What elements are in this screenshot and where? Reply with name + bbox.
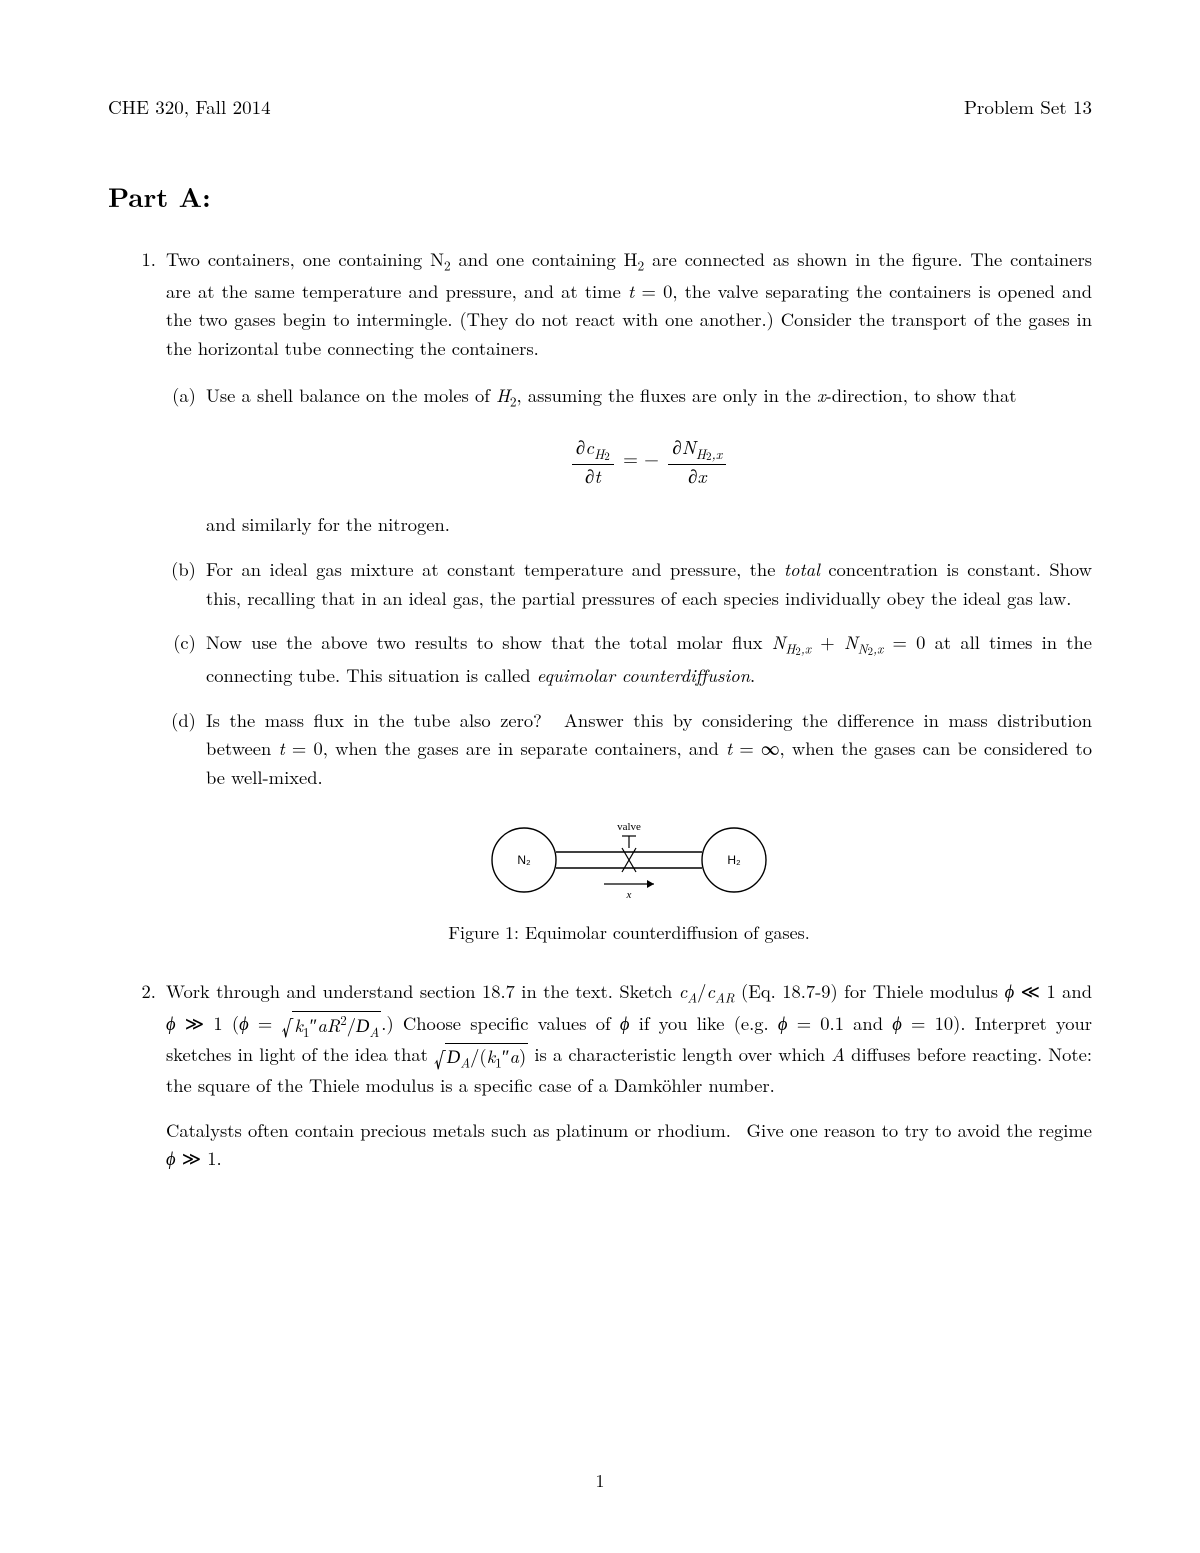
problem-1d: Is the mass flux in the tube also zero? …: [202, 706, 1092, 792]
page-header: CHE 320, Fall 2014 Problem Set 13: [108, 92, 1092, 121]
problem-1a-text: Use a shell balance on the moles of H2, …: [206, 381, 1092, 412]
problem-1a-equation: ∂cH2 ∂t = − ∂NH2,x ∂x: [206, 436, 1092, 487]
eq-lhs: ∂cH2 ∂t: [572, 436, 614, 487]
svg-text:valve: valve: [617, 821, 641, 833]
problem-2-para2: Catalysts often contain precious metals …: [166, 1116, 1092, 1173]
page: CHE 320, Fall 2014 Problem Set 13 Part A…: [0, 0, 1200, 1553]
problem-1a-after: and similarly for the nitrogen.: [206, 510, 1092, 539]
header-right: Problem Set 13: [964, 92, 1092, 121]
eq-rhs: ∂NH2,x ∂x: [668, 436, 726, 487]
problem-1-intro: Two containers, one containing N2 and on…: [166, 245, 1092, 362]
page-number: 1: [0, 1467, 1200, 1495]
problem-2-para1: Work through and understand section 18.7…: [166, 977, 1092, 1100]
problem-2: Work through and understand section 18.7…: [162, 977, 1092, 1173]
figure-1-svg: N₂ H₂ valve x: [474, 814, 784, 902]
eq-equals: = −: [623, 444, 659, 471]
header-left: CHE 320, Fall 2014: [108, 92, 271, 121]
svg-text:H₂: H₂: [727, 853, 741, 867]
figure-1-caption: Figure 1: Equimolar counterdiffusion of …: [166, 919, 1092, 947]
problem-1: Two containers, one containing N2 and on…: [162, 245, 1092, 947]
problem-1a: Use a shell balance on the moles of H2, …: [202, 381, 1092, 540]
problem-1b: For an ideal gas mixture at constant tem…: [202, 555, 1092, 612]
math-plus: +: [811, 629, 844, 655]
problem-1-subparts: Use a shell balance on the moles of H2, …: [166, 381, 1092, 792]
problem-list: Two containers, one containing N2 and on…: [108, 245, 1092, 1173]
svg-text:x: x: [626, 889, 632, 901]
math-eq-zero: = 0: [883, 629, 925, 655]
part-title: Part A:: [108, 175, 1092, 217]
problem-1c: Now use the above two results to show th…: [202, 628, 1092, 689]
figure-1: N₂ H₂ valve x: [166, 814, 1092, 948]
svg-text:N₂: N₂: [517, 853, 531, 867]
